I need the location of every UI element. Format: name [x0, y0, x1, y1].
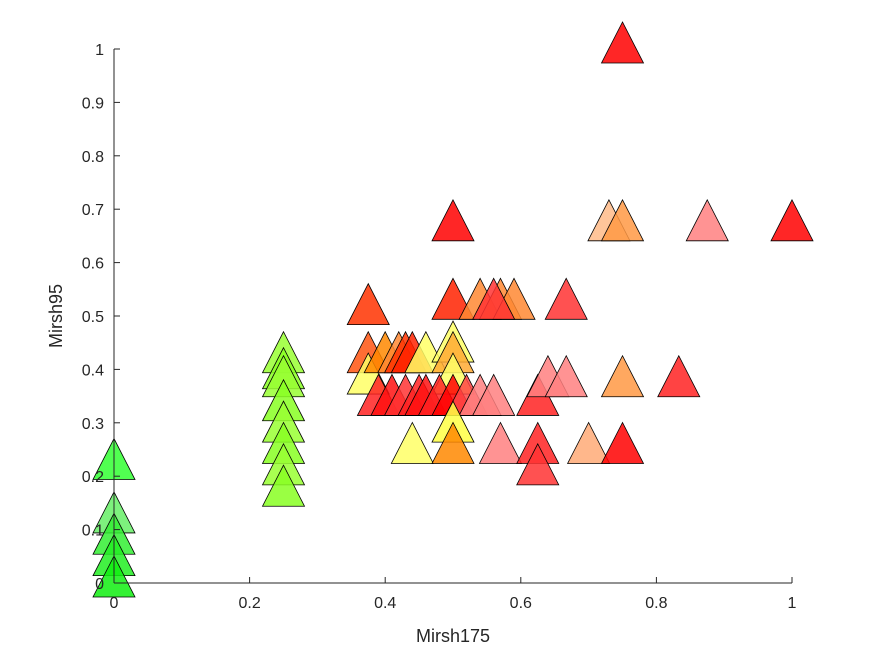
data-point — [261, 464, 306, 507]
y-tick-label: 0.6 — [82, 256, 104, 273]
data-point — [516, 442, 560, 486]
y-tick-label: 0.7 — [82, 202, 104, 219]
data-point — [600, 421, 645, 464]
x-tick-label: 1 — [788, 595, 797, 612]
data-point — [390, 421, 434, 464]
y-axis-title: Mirsh95 — [46, 284, 66, 348]
y-tick-label: 0.8 — [82, 149, 104, 166]
y-tick-label: 0 — [95, 576, 104, 593]
x-axis-title: Mirsh175 — [416, 626, 490, 646]
y-tick-label: 0.3 — [82, 416, 104, 433]
data-point — [600, 198, 645, 242]
x-tick-label: 0.6 — [510, 595, 532, 612]
data-point — [566, 421, 611, 464]
data-point — [544, 354, 588, 398]
data-point — [346, 282, 390, 326]
y-tick-label: 0.2 — [82, 469, 104, 486]
x-ticks: 0 0.2 0.4 0.6 0.8 1 — [110, 577, 797, 612]
y-tick-label: 0.1 — [82, 523, 104, 540]
x-tick-label: 0.2 — [238, 595, 260, 612]
y-tick-label: 1 — [95, 42, 104, 59]
data-point — [431, 277, 475, 320]
data-points — [92, 21, 814, 598]
y-tick-label: 0.9 — [82, 95, 104, 112]
y-ticks: 0 0.1 0.2 0.3 0.4 0.5 0.6 0.7 0.8 0.9 1 — [82, 42, 120, 593]
data-point — [657, 354, 701, 398]
data-point — [478, 421, 523, 464]
y-tick-label: 0.4 — [82, 362, 104, 379]
data-point — [472, 277, 516, 320]
data-point — [472, 373, 516, 416]
y-tick-label: 0.5 — [82, 309, 104, 326]
x-tick-label: 0.4 — [374, 595, 396, 612]
data-point — [404, 330, 448, 374]
data-point — [600, 21, 645, 64]
data-point — [431, 421, 475, 464]
data-point — [544, 277, 588, 320]
x-tick-label: 0 — [110, 595, 119, 612]
data-point — [685, 198, 729, 242]
data-point — [600, 354, 645, 398]
data-point — [770, 198, 814, 242]
data-point — [431, 198, 475, 242]
x-tick-label: 0.8 — [645, 595, 667, 612]
